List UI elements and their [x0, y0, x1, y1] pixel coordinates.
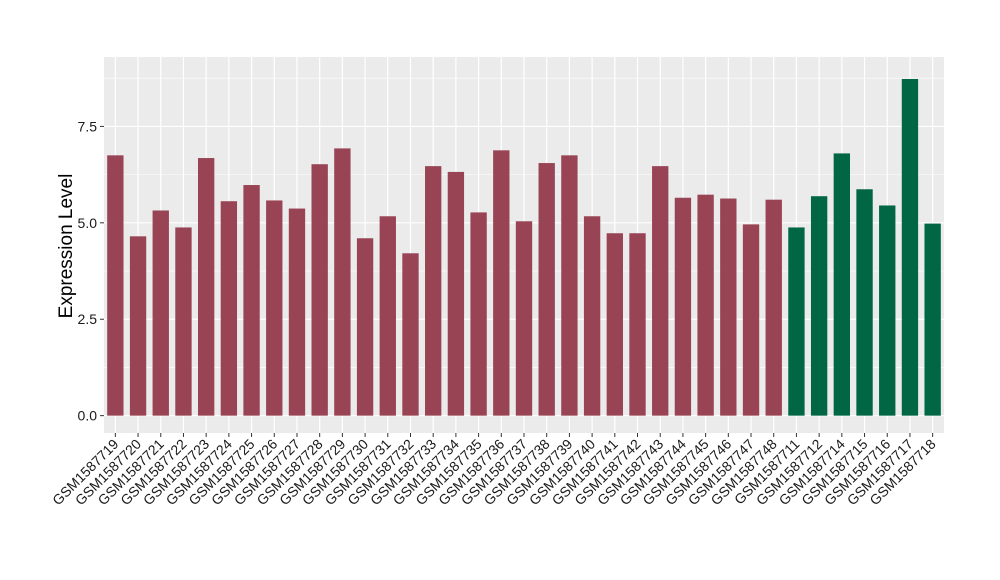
bar-GSM1587736 — [493, 150, 510, 416]
bar-GSM1587711 — [788, 227, 805, 416]
y-axis: 0.0 2.5 5.0 7.5 — [78, 118, 104, 424]
bar-GSM1587729 — [334, 148, 351, 416]
bar-GSM1587732 — [402, 253, 419, 416]
bar-GSM1587726 — [266, 200, 283, 416]
y-tick-label: 0.0 — [78, 408, 98, 424]
bar-GSM1587712 — [810, 196, 828, 416]
bar-GSM1587739 — [561, 155, 578, 416]
x-axis: GSM1587719GSM1587720GSM1587721GSM1587722… — [49, 433, 939, 508]
bar-GSM1587716 — [879, 205, 896, 416]
bar-GSM1587724 — [220, 201, 238, 416]
bar-GSM1587745 — [697, 194, 714, 416]
bar-GSM1587747 — [742, 224, 760, 416]
bar-GSM1587715 — [856, 189, 873, 416]
bar-GSM1587748 — [765, 199, 782, 416]
bar-GSM1587741 — [606, 233, 623, 416]
bar-GSM1587737 — [515, 221, 533, 416]
y-tick-label: 7.5 — [78, 118, 98, 134]
y-axis-title: Expression Level — [56, 174, 77, 319]
y-tick-label: 2.5 — [78, 311, 98, 327]
bar-GSM1587728 — [311, 164, 328, 416]
bar-GSM1587714 — [833, 153, 851, 416]
bar-GSM1587743 — [652, 166, 669, 416]
bar-GSM1587723 — [197, 158, 215, 416]
bar-GSM1587734 — [447, 171, 465, 416]
bar-GSM1587746 — [720, 198, 737, 416]
bar-GSM1587730 — [356, 238, 374, 416]
bar-GSM1587731 — [379, 216, 396, 416]
bar-GSM1587721 — [152, 210, 169, 416]
bar-GSM1587744 — [674, 197, 692, 416]
bar-GSM1587742 — [629, 233, 646, 416]
y-tick-label: 5.0 — [78, 215, 98, 231]
bar-GSM1587720 — [129, 236, 147, 416]
bar-GSM1587717 — [901, 78, 919, 416]
bar-GSM1587727 — [288, 208, 306, 416]
bars — [107, 78, 941, 416]
bar-GSM1587719 — [107, 155, 124, 416]
bar-GSM1587722 — [175, 227, 192, 416]
bar-GSM1587740 — [583, 216, 601, 416]
bar-GSM1587735 — [470, 212, 487, 416]
bar-GSM1587738 — [538, 163, 555, 416]
bar-GSM1587733 — [425, 166, 442, 416]
bar-GSM1587725 — [243, 185, 260, 416]
bar-GSM1587718 — [924, 223, 941, 416]
